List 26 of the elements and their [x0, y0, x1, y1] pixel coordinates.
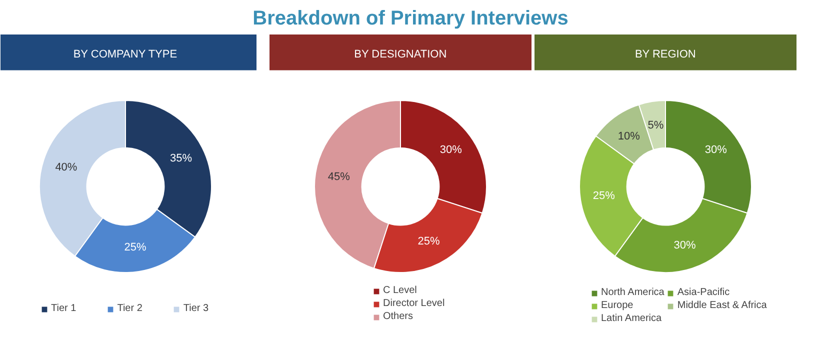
legend-label: Director Level: [383, 298, 445, 309]
data-label: 45%: [328, 170, 350, 183]
legend-label: Europe: [601, 300, 634, 311]
data-label: 30%: [704, 144, 728, 156]
data-label: 30%: [440, 144, 462, 156]
data-label: 25%: [592, 190, 616, 202]
legend-label: Latin America: [601, 313, 662, 324]
chart-title: BY DESIGNATION: [354, 48, 447, 60]
data-label: 25%: [124, 242, 146, 254]
chart-title: BY COMPANY TYPE: [73, 48, 178, 60]
data-label: 10%: [618, 130, 640, 142]
data-label: 35%: [170, 152, 192, 164]
text: Breakdown of Primary Interviews: [252, 8, 568, 30]
legend-label: North America: [601, 287, 664, 298]
legend-label: Middle East & Africa: [677, 300, 767, 311]
legend-label: Asia-Pacific: [677, 287, 730, 298]
chart-title: BY REGION: [634, 48, 696, 60]
legend-label: Tier 3: [183, 303, 209, 314]
data-label: 25%: [418, 236, 440, 248]
data-label: 5%: [648, 119, 664, 132]
legend-label: Tier 2: [117, 303, 142, 314]
legend-label: Others: [383, 311, 414, 322]
data-label: 40%: [55, 161, 78, 174]
legend-label: Tier 1: [51, 303, 76, 314]
data-label: 30%: [674, 239, 696, 252]
legend-label: C Level: [383, 285, 417, 296]
